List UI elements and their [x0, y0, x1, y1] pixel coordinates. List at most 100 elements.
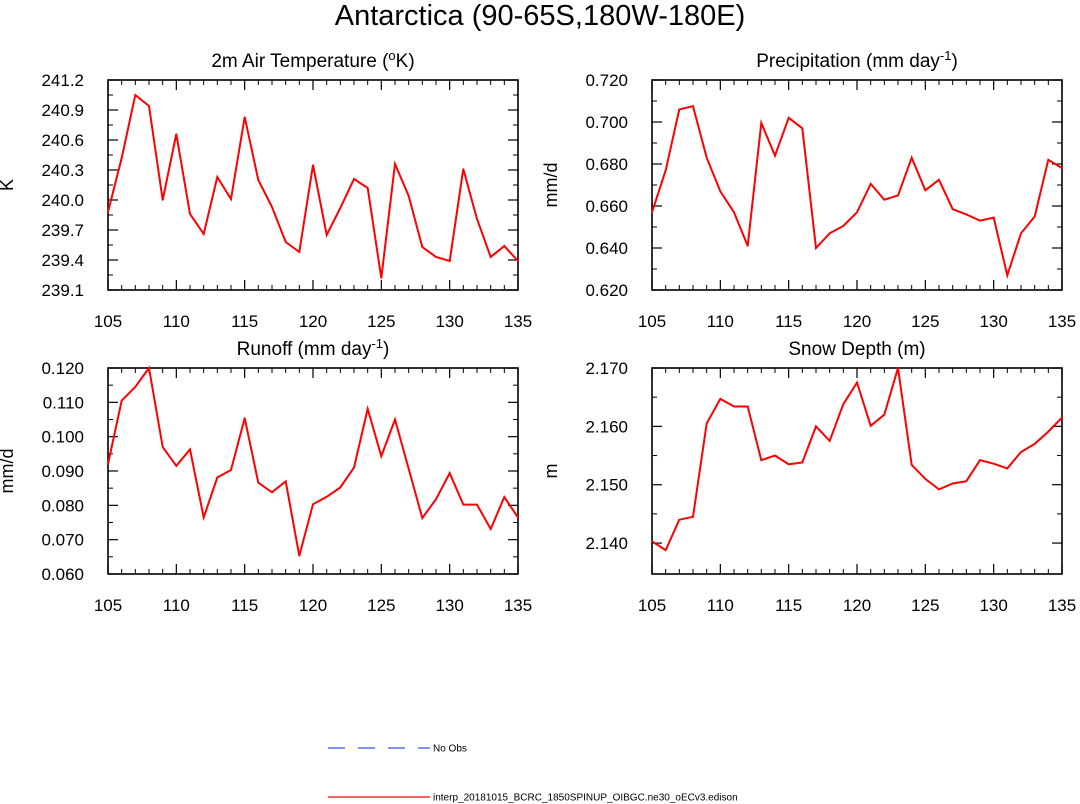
y-tick-label: 0.640 [585, 239, 628, 258]
data-point [476, 503, 478, 506]
data-point [787, 463, 790, 466]
data-point [992, 462, 995, 465]
x-tick-label: 125 [911, 312, 939, 331]
y-tick-label: 240.0 [41, 191, 84, 210]
y-tick-label: 0.080 [41, 496, 84, 515]
x-tick-label: 105 [638, 312, 666, 331]
x-tick-label: 105 [94, 596, 122, 615]
data-point [230, 198, 232, 200]
data-point [678, 518, 681, 521]
data-point [407, 195, 410, 197]
data-point [353, 466, 355, 469]
data-point [1061, 167, 1063, 169]
data-point [298, 555, 301, 557]
plot-frame [107, 367, 519, 575]
data-point [161, 446, 164, 448]
data-point [774, 454, 776, 457]
data-point [924, 189, 927, 192]
y-tick-label: 0.110 [43, 393, 84, 412]
data-point [842, 403, 845, 405]
x-tick-label: 135 [1048, 596, 1076, 615]
data-point [107, 463, 109, 465]
data-point [897, 367, 899, 369]
data-point [257, 179, 260, 181]
x-tick-label: 120 [843, 312, 871, 331]
y-axis-label: m [541, 464, 561, 479]
data-point [312, 164, 314, 166]
data-point [801, 127, 804, 130]
data-point [216, 476, 219, 479]
data-point [230, 469, 232, 471]
data-point [476, 218, 478, 220]
data-point [148, 105, 150, 107]
data-point [435, 256, 437, 258]
data-point [719, 190, 722, 193]
data-point [1061, 416, 1063, 419]
panel-4: Snow Depth (m) 105 110 115 120 125 130 135 2.140… [541, 339, 1076, 615]
data-point [366, 408, 369, 410]
data-point [828, 232, 831, 235]
data-point [380, 277, 383, 279]
data-point [148, 367, 150, 369]
data-point [719, 398, 722, 400]
y-tick-label: 0.060 [41, 565, 84, 584]
data-point [883, 198, 886, 201]
y-tick-label: 0.720 [585, 71, 628, 90]
data-point [216, 176, 219, 178]
data-point [380, 455, 383, 458]
data-point [869, 424, 872, 427]
data-point [448, 472, 451, 474]
x-tick-label: 125 [367, 596, 395, 615]
data-point [407, 468, 410, 470]
legend-label-2: interp_20181015_BCRC_1850SPINUP_OIBGC.ne… [433, 793, 738, 804]
data-point [856, 381, 858, 384]
y-tick-label: 240.3 [41, 161, 84, 180]
series-line [107, 93, 519, 279]
x-tick-label: 115 [231, 312, 258, 331]
data-point [897, 194, 899, 197]
data-point [271, 491, 273, 494]
y-tick-label: 0.620 [585, 281, 628, 300]
series-line [651, 367, 1063, 552]
data-point [938, 488, 940, 491]
data-point [134, 94, 137, 96]
data-point [951, 208, 954, 210]
data-point [979, 459, 981, 462]
data-point [1020, 451, 1022, 453]
y-tick-label: 239.7 [41, 221, 84, 240]
plot-frame [651, 367, 1063, 575]
y-tick-label: 239.4 [41, 251, 84, 270]
data-point [664, 549, 667, 551]
x-tick-label: 110 [163, 312, 190, 331]
plot-frame [107, 79, 519, 291]
y-tick-label: 2.170 [585, 359, 628, 378]
data-point [489, 528, 492, 530]
data-point [120, 399, 123, 402]
y-tick-label: 0.070 [41, 531, 84, 550]
x-tick-label: 105 [638, 596, 666, 615]
series-line [107, 365, 519, 557]
data-point [175, 465, 178, 467]
panel-title: Runoff (mm day-1) [237, 336, 390, 360]
data-point [746, 245, 749, 247]
data-point [120, 157, 123, 159]
plot-frame [651, 79, 1063, 291]
data-point [883, 413, 886, 416]
data-point [774, 154, 776, 157]
data-point [325, 234, 328, 236]
data-point [664, 169, 667, 172]
data-point [760, 122, 763, 124]
data-point [815, 425, 817, 428]
x-tick-label: 125 [367, 312, 395, 331]
data-point [394, 163, 396, 165]
series-line [651, 105, 1063, 280]
data-point [339, 486, 342, 489]
data-point [992, 216, 995, 219]
data-point [1020, 232, 1022, 235]
data-point [746, 405, 749, 408]
data-point [842, 225, 845, 227]
legend: No Obs interp_20181015_BCRC_1850SPINUP_OI… [328, 744, 738, 804]
data-point [1047, 159, 1050, 161]
data-point [517, 260, 519, 262]
y-tick-label: 0.700 [585, 113, 628, 132]
